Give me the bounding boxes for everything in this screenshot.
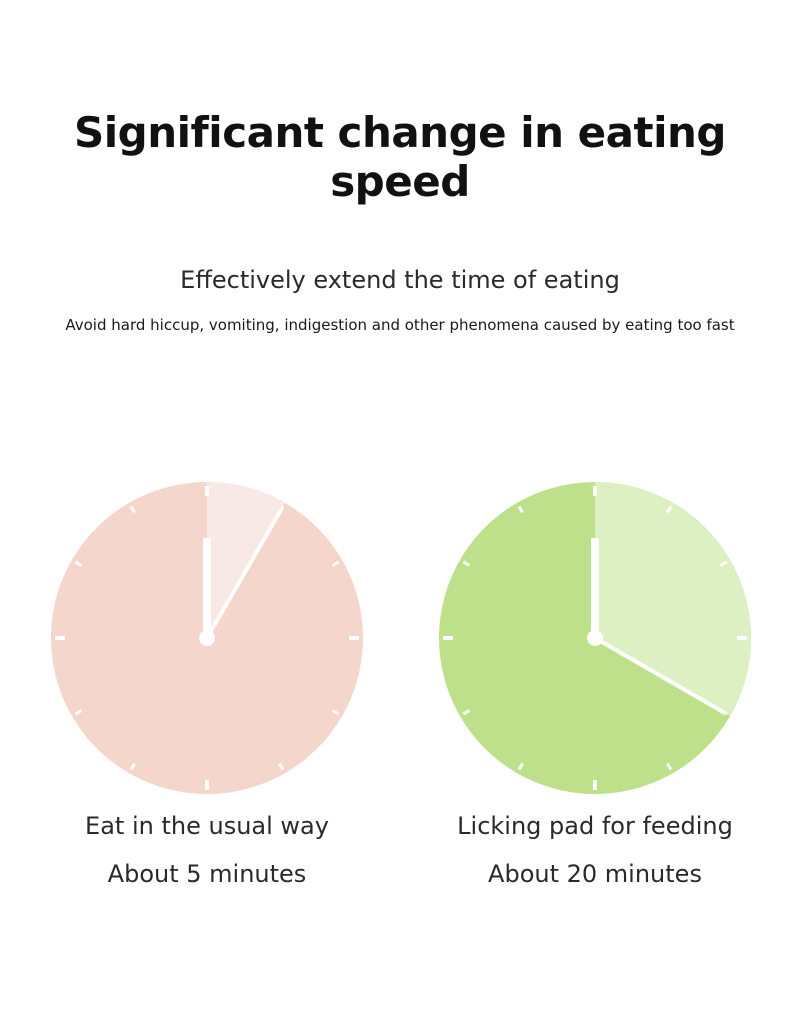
page-title: Significant change in eating speed — [74, 108, 726, 206]
clock-tick — [666, 505, 673, 514]
clock-tick — [517, 762, 524, 771]
clock-licking-pad-face — [439, 482, 751, 794]
clock-tick — [331, 709, 340, 716]
clock-tick — [462, 560, 471, 567]
clock-tick — [74, 560, 83, 567]
minute-hand — [205, 507, 284, 640]
caption-duration-usual: About 5 minutes — [107, 860, 307, 888]
caption-method-licking-pad: Licking pad for feeding — [457, 812, 733, 840]
clock-tick — [129, 762, 136, 771]
clock-usual-way-face — [51, 482, 363, 794]
clock-tick — [517, 505, 524, 514]
clock-tick — [278, 762, 285, 771]
clock-tick — [74, 709, 83, 716]
clock-licking-pad — [439, 482, 751, 794]
caption-method-usual: Eat in the usual way — [85, 812, 329, 840]
clock-pivot — [199, 630, 215, 646]
note-text: Avoid hard hiccup, vomiting, indigestion… — [65, 316, 735, 334]
clock-tick — [129, 505, 136, 514]
caption-duration-licking-pad: About 20 minutes — [488, 860, 702, 888]
clock-tick — [462, 709, 471, 716]
elapsed-wedge — [207, 482, 285, 638]
subtitle: Effectively extend the time of eating — [180, 266, 620, 294]
clock-ticks — [443, 486, 747, 790]
minute-hand — [593, 636, 726, 715]
elapsed-wedge — [595, 482, 751, 716]
clock-usual-way — [51, 482, 363, 794]
clock-pivot — [587, 630, 603, 646]
clock-tick — [719, 560, 728, 567]
clock-tick — [331, 560, 340, 567]
clock-tick — [666, 762, 673, 771]
